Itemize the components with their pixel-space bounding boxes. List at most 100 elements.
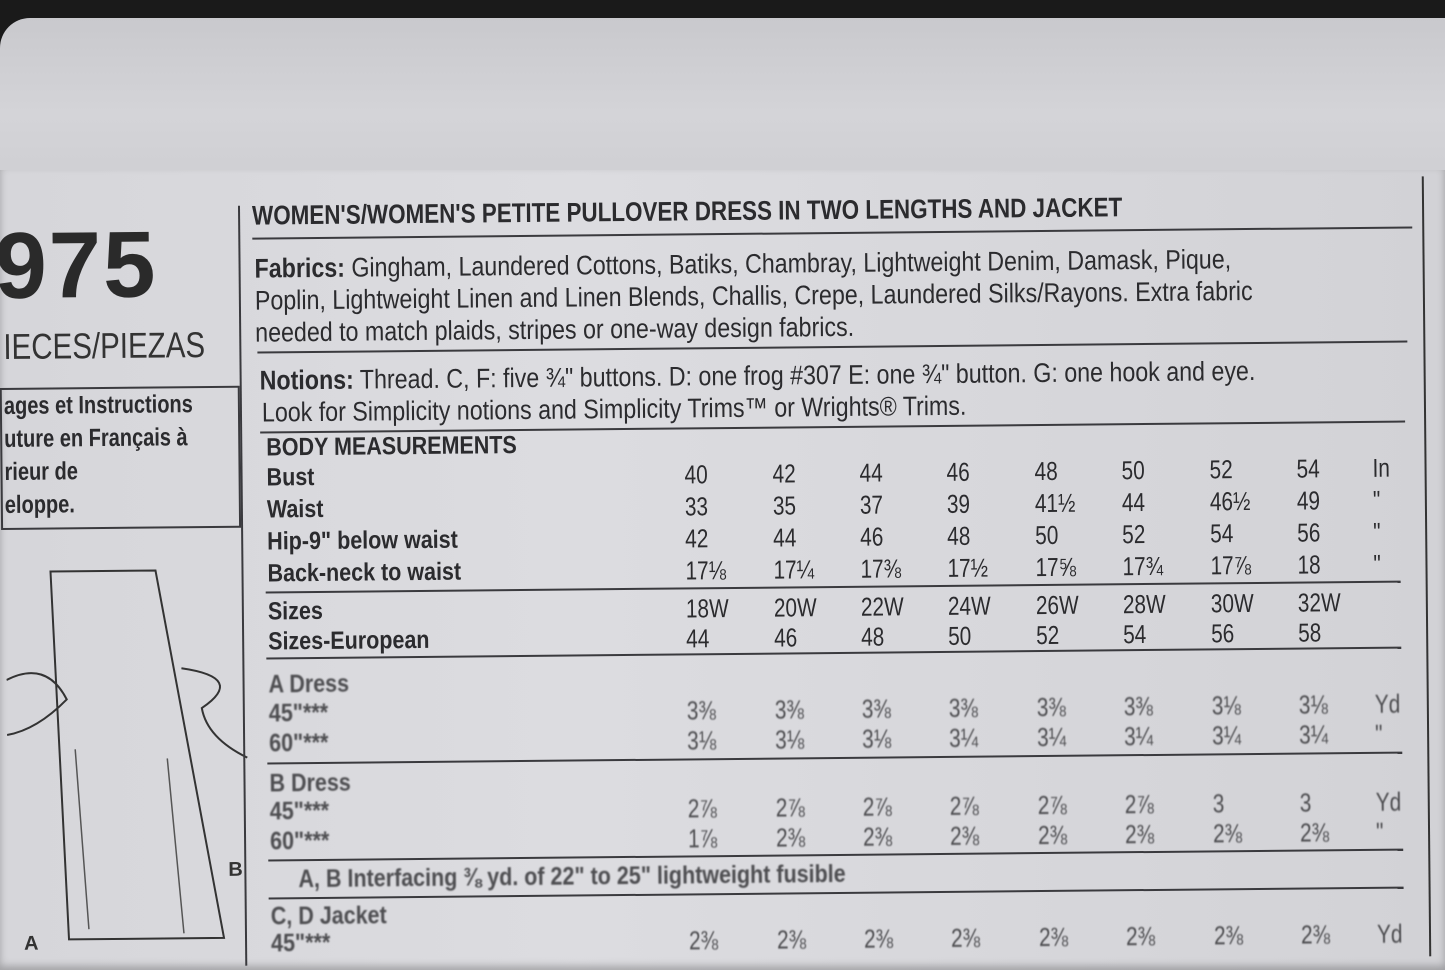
notions-line: Look for Simplicity notions and Simplici… [261,390,967,428]
cell-value: 2⅜ [1213,920,1244,951]
cell-value: 2⅞ [862,791,892,822]
cell-value: 33 [684,491,709,522]
cell-value: 17⅞ [1210,550,1252,581]
envelope-flap [0,18,1445,178]
cell-value: 3 [1299,787,1312,818]
column-divider [1421,176,1432,957]
cell-value: 49 [1296,485,1321,516]
cell-value: 17⅝ [1035,551,1077,583]
cell-value: 3⅛ [686,725,717,756]
cell-value: 28W [1122,588,1166,620]
pattern-number: 975 [0,211,158,319]
diagram-label-b: B [228,859,243,881]
cell-value: 54 [1210,518,1234,549]
cell-value: 56 [1210,618,1235,649]
unit-label: In [1372,452,1391,483]
cell-value: 2⅞ [687,793,717,824]
cell-value: 3⅛ [1298,689,1328,720]
cell-value: 17¼ [773,554,815,585]
cell-value: 50 [1121,455,1145,486]
cell-value: 2⅜ [775,822,806,853]
section-heading: A Dress [268,669,350,699]
unit-label: Yd [1375,786,1402,817]
cell-value: 3¼ [1123,720,1154,752]
cell-value: 2⅜ [1212,818,1243,849]
cell-value: 2⅜ [1125,920,1156,952]
section-heading: B Dress [269,768,351,798]
cell-value: 2⅜ [1124,818,1155,850]
unit-label: " [1372,484,1381,515]
cell-value: 2⅜ [949,820,980,851]
cell-value: 17½ [947,552,989,583]
cell-value: 48 [861,621,885,652]
cell-value: 3¼ [1298,719,1329,750]
cell-value: 2⅜ [862,821,893,852]
cell-value: 3⅜ [861,693,891,724]
diagram-label-a: A [24,933,39,955]
fabrics-line: needed to match plaids, stripes or one-w… [255,311,855,348]
cell-value: 35 [772,490,797,521]
cell-value: 2⅜ [1299,817,1330,848]
cell-value: 3⅜ [1036,691,1066,723]
cell-value: 2⅜ [1037,819,1068,851]
row-label: 45"*** [268,698,329,728]
cell-value: 18W [685,593,729,624]
cell-value: 44 [859,457,883,488]
cell-value: 22W [860,591,904,622]
cell-value: 41½ [1034,487,1076,519]
cell-value: 20W [773,592,817,623]
cell-value: 17⅛ [685,555,727,586]
row-label: Hip-9" below waist [267,525,458,556]
cell-value: 40 [684,459,708,490]
unit-label: Yd [1376,918,1403,949]
cell-value: 2⅜ [863,923,894,954]
cell-value: 54 [1122,619,1147,650]
cell-value: 3⅛ [861,723,892,754]
cell-value: 3⅜ [774,694,804,725]
row-label: 60"*** [269,728,329,758]
row-label: Bust [266,463,315,492]
unit-label: " [1373,516,1381,547]
cell-value: 3¼ [948,722,979,753]
cell-value: 2⅜ [1300,919,1331,950]
cell-value: 3⅛ [1211,690,1241,721]
french-note-line: ages et Instructions [3,390,193,420]
notions-line: Notions: Thread. C, F: five ¾" buttons. … [259,355,1256,396]
fabrics-label: Fabrics: [254,252,346,284]
french-note-line: eloppe. [4,490,75,519]
cell-value: 17¾ [1122,550,1164,582]
unit-label: " [1374,718,1383,749]
cell-value: 44 [686,623,710,654]
cell-value: 2⅜ [776,924,807,955]
cell-value: 58 [1297,617,1322,648]
cell-value: 17⅜ [860,553,902,584]
cell-value: 2⅞ [775,792,805,823]
cell-value: 2⅜ [950,922,981,953]
cell-value: 26W [1035,589,1079,621]
cell-value: 48 [1034,455,1058,487]
cell-value: 52 [1122,519,1146,550]
cell-value: 46 [946,456,970,487]
row-label: Sizes-European [268,625,430,656]
row-label: 60"*** [269,826,330,856]
row-label: 45"*** [269,796,330,826]
cell-value: 42 [772,458,796,489]
cell-value: 52 [1209,454,1233,485]
cell-value: 44 [1121,487,1146,518]
french-note-line: rieur de [4,457,79,486]
cell-value: 3⅜ [948,692,978,723]
unit-label: Yd [1374,688,1401,719]
cell-value: 18 [1297,549,1321,580]
cell-value: 56 [1297,517,1321,548]
cell-value: 3¼ [1211,720,1242,751]
cell-value: 39 [946,488,971,519]
cell-value: 54 [1296,453,1320,484]
cell-value: 37 [859,489,884,520]
notions-label: Notions: [259,364,354,396]
cell-value: 3⅛ [774,724,805,755]
section-heading: C, D Jacket [270,901,387,931]
cell-value: 46½ [1209,486,1251,517]
cell-value: 3 [1212,788,1225,819]
cell-value: 2⅞ [1124,788,1154,820]
row-label: Waist [266,494,324,524]
